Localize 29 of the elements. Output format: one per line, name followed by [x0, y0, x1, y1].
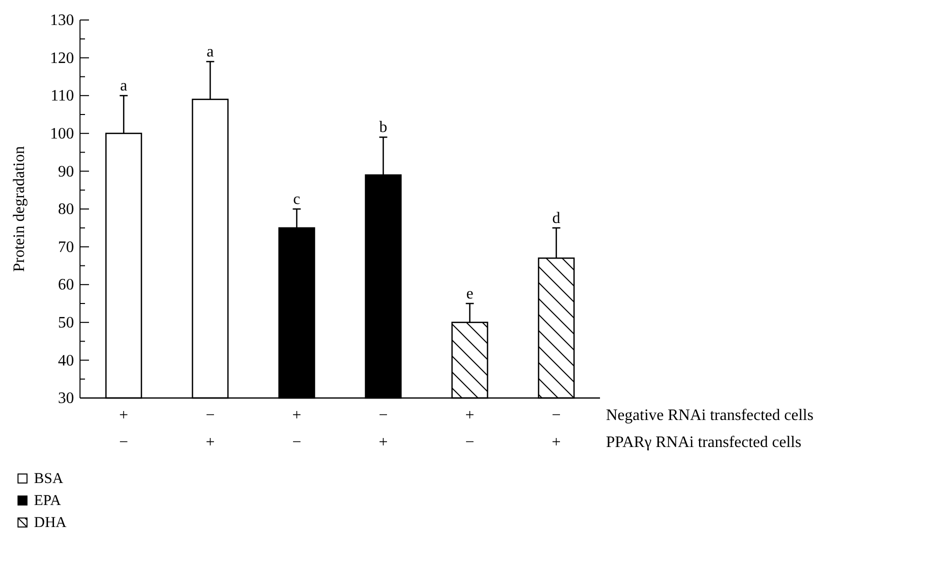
x-tick-label: − + [378, 407, 388, 451]
data-label: e [466, 286, 474, 302]
legend-label: DHA [34, 515, 67, 531]
data-label: c [293, 191, 300, 208]
y-tick-label: 30 [58, 390, 74, 408]
y-tick-label: 130 [50, 12, 74, 30]
text: Negative RNAi transfected cells [606, 407, 814, 424]
text: PPARγ RNAi transfected cells [606, 434, 802, 451]
y-tick-label: 60 [58, 276, 74, 294]
data-label: a [120, 78, 128, 95]
data-label: b [379, 119, 388, 136]
data-label: d [552, 210, 560, 227]
x-tick-label: − + [552, 407, 561, 451]
y-axis-title: Protein degradation [11, 146, 28, 272]
x-tick-label: + − [119, 407, 128, 451]
y-tick-label: 50 [58, 314, 74, 332]
y-tick-label: 90 [58, 163, 74, 180]
y-tick-label: 40 [58, 352, 74, 370]
x-tick-label: + − [292, 407, 302, 451]
y-tick-label: 120 [50, 50, 74, 67]
legend-label: EPA [34, 493, 62, 509]
legend-label: BSA [34, 471, 64, 487]
x-tick-label: + − [465, 407, 474, 451]
y-tick-label: 70 [58, 238, 74, 256]
data-label: a [206, 44, 214, 61]
y-tick-label: 110 [50, 88, 74, 105]
x-tick-label: − + [206, 407, 215, 451]
y-tick-label: 80 [58, 201, 74, 218]
y-tick-label: 100 [50, 126, 74, 143]
